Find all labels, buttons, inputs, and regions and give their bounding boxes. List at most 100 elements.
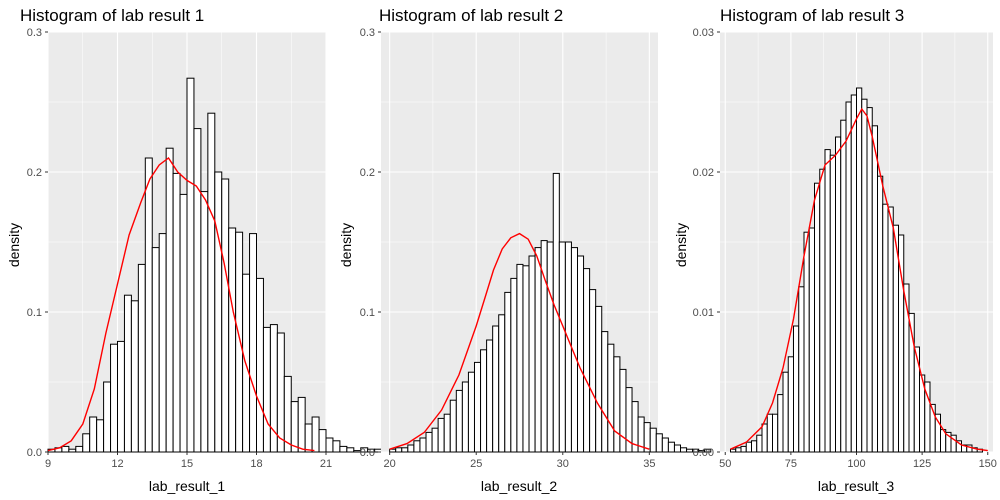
histogram-bar bbox=[772, 413, 779, 453]
histogram-bar bbox=[516, 263, 524, 453]
histogram-bar bbox=[419, 437, 427, 453]
histogram-bar bbox=[510, 277, 518, 453]
histogram-bar bbox=[498, 314, 506, 453]
histogram-bar bbox=[89, 416, 98, 453]
histogram-bar bbox=[887, 206, 894, 453]
histogram-bar bbox=[798, 286, 805, 453]
histogram-bar bbox=[144, 157, 153, 453]
x-axis-label-2: lab_result_2 bbox=[481, 478, 557, 494]
x-tick-label: 12 bbox=[111, 458, 123, 470]
x-tick-label: 75 bbox=[785, 458, 797, 470]
y-tick-label: 0.00 bbox=[693, 447, 714, 459]
plot-area-1: 0.0 0.1 0.2 0.3 9 12 15 18 21 bbox=[27, 27, 396, 470]
density-curve bbox=[47, 156, 315, 452]
histogram-bar bbox=[467, 371, 475, 453]
y-tick-label: 0.3 bbox=[360, 27, 375, 39]
histogram-bar bbox=[601, 331, 609, 453]
histogram-bar bbox=[304, 423, 313, 453]
histogram-bar bbox=[766, 413, 773, 453]
histogram-bar bbox=[200, 191, 209, 453]
histogram-bar bbox=[589, 289, 597, 453]
histogram-bar bbox=[228, 227, 237, 453]
plot-area-2: 0.0 0.1 0.2 0.3 20 25 30 35 bbox=[360, 27, 712, 470]
y-tick-label: 0.0 bbox=[27, 447, 42, 459]
histogram-bar bbox=[413, 440, 421, 453]
histogram-bar bbox=[221, 178, 230, 453]
histogram-bar bbox=[840, 119, 847, 453]
histogram-bar bbox=[730, 448, 737, 453]
histogram-bar bbox=[661, 437, 669, 453]
y-tick-label: 0.1 bbox=[360, 307, 375, 319]
x-tick-label: 25 bbox=[470, 458, 482, 470]
histogram-bar bbox=[546, 241, 554, 453]
histogram-bar bbox=[667, 441, 675, 453]
histogram-bar bbox=[346, 447, 355, 453]
histogram-bar bbox=[431, 427, 439, 453]
histogram-bar bbox=[619, 368, 627, 453]
histogram-bar bbox=[172, 172, 181, 453]
histogram-bar bbox=[110, 343, 119, 453]
histogram-bar bbox=[761, 423, 768, 453]
y-tick-label: 0.02 bbox=[693, 167, 714, 179]
histogram-bar bbox=[871, 125, 878, 453]
chart-title-1: Histogram of lab result 1 bbox=[20, 6, 204, 25]
histogram-bar bbox=[704, 448, 712, 453]
histogram-bar bbox=[756, 434, 763, 453]
histogram-bar bbox=[829, 154, 836, 453]
histogram-bar bbox=[803, 231, 810, 453]
y-tick-label: 0.3 bbox=[27, 27, 42, 39]
x-axis-label-1: lab_result_1 bbox=[149, 478, 225, 494]
histogram-bar bbox=[443, 413, 451, 453]
histogram-bar bbox=[407, 444, 415, 453]
x-tick-label: 18 bbox=[250, 458, 262, 470]
histogram-bar bbox=[751, 440, 758, 453]
histogram-bar bbox=[777, 394, 784, 453]
histogram-bar bbox=[856, 87, 863, 453]
chart-title-2: Histogram of lab result 2 bbox=[379, 6, 563, 25]
histogram-bar bbox=[735, 447, 742, 453]
x-tick-label: 21 bbox=[320, 458, 332, 470]
density-curve bbox=[730, 107, 988, 452]
histogram-bar bbox=[850, 94, 857, 453]
histogram-bar bbox=[808, 227, 815, 453]
histogram-bar bbox=[461, 381, 469, 453]
histogram-bar bbox=[68, 448, 77, 453]
histogram-bar bbox=[395, 447, 403, 453]
histogram-bar bbox=[186, 77, 195, 453]
histogram-bar bbox=[877, 175, 884, 453]
histogram-bar bbox=[782, 371, 789, 453]
histogram-bar bbox=[649, 427, 657, 453]
histogram-bar bbox=[130, 300, 139, 453]
y-tick-label: 0.03 bbox=[693, 27, 714, 39]
histogram-bar bbox=[249, 233, 258, 453]
histogram-bar bbox=[207, 112, 216, 453]
histogram-bar bbox=[528, 255, 536, 453]
x-tick-label: 9 bbox=[45, 458, 51, 470]
histogram-bar bbox=[325, 437, 334, 453]
x-tick-label: 100 bbox=[847, 458, 865, 470]
x-tick-label: 30 bbox=[557, 458, 569, 470]
histogram-bar bbox=[835, 136, 842, 453]
histogram-bar bbox=[814, 182, 821, 453]
histogram-bar bbox=[866, 107, 873, 453]
histogram-bar bbox=[824, 149, 831, 453]
histogram-bar bbox=[558, 241, 566, 453]
histogram-bar bbox=[793, 325, 800, 453]
histogram-bar bbox=[845, 101, 852, 453]
x-tick-label: 150 bbox=[979, 458, 997, 470]
y-axis-label-3: density bbox=[673, 223, 689, 267]
histogram-bar bbox=[158, 233, 167, 453]
y-tick-label: 0.0 bbox=[360, 447, 375, 459]
histogram-bar bbox=[486, 339, 494, 453]
histogram-bar bbox=[235, 231, 244, 453]
y-tick-label: 0.01 bbox=[693, 307, 714, 319]
histogram-bar bbox=[256, 277, 264, 453]
histogram-bar bbox=[534, 247, 542, 453]
histogram-bar bbox=[449, 399, 457, 453]
histogram-bar bbox=[75, 445, 84, 453]
histogram-bar bbox=[613, 356, 621, 453]
chart-title-3: Histogram of lab result 3 bbox=[720, 6, 904, 25]
y-tick-label: 0.2 bbox=[27, 167, 42, 179]
histogram-bar bbox=[290, 401, 299, 453]
